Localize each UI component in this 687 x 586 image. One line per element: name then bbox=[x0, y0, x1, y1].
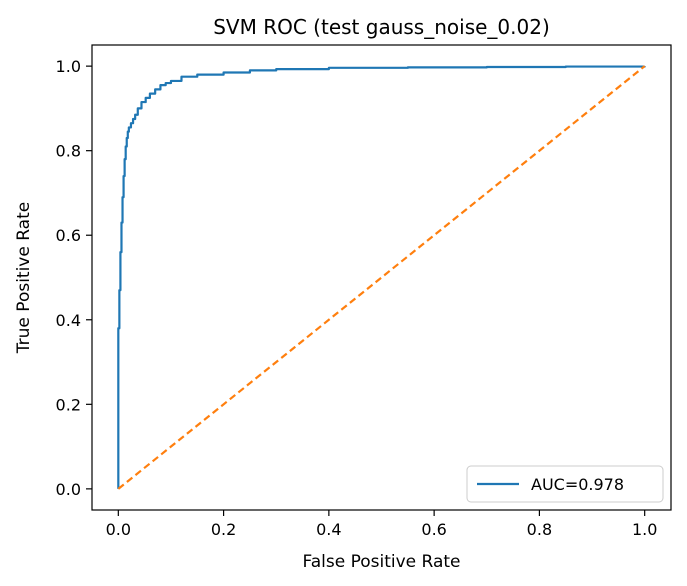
x-axis-label: False Positive Rate bbox=[303, 552, 461, 572]
y-tick-label: 0.2 bbox=[56, 395, 81, 414]
chart-title: SVM ROC (test gauss_noise_0.02) bbox=[213, 15, 550, 39]
y-tick-label: 0.0 bbox=[56, 480, 81, 499]
y-tick-label: 0.6 bbox=[56, 226, 81, 245]
x-axis-ticks: 0.0 0.2 0.4 0.6 0.8 1.0 bbox=[106, 510, 657, 539]
legend-box bbox=[466, 465, 664, 503]
chance-diagonal-line bbox=[117, 65, 646, 490]
roc-curve-line bbox=[117, 65, 646, 489]
x-tick-label: 0.2 bbox=[211, 520, 236, 539]
y-tick-label: 1.0 bbox=[56, 57, 81, 76]
y-tick-label: 0.4 bbox=[56, 311, 81, 330]
legend: AUC=0.978 bbox=[466, 465, 664, 503]
plot-frame bbox=[91, 44, 672, 511]
x-tick-label: 0.4 bbox=[316, 520, 341, 539]
x-tick-label: 0.6 bbox=[421, 520, 446, 539]
y-axis-label: True Positive Rate bbox=[14, 202, 34, 354]
x-tick-label: 0.8 bbox=[527, 520, 552, 539]
legend-label: AUC=0.978 bbox=[531, 475, 624, 494]
y-tick-label: 0.8 bbox=[56, 142, 81, 161]
y-axis-ticks: 0.0 0.2 0.4 0.6 0.8 1.0 bbox=[56, 57, 92, 499]
x-tick-label: 1.0 bbox=[632, 520, 657, 539]
x-tick-label: 0.0 bbox=[106, 520, 131, 539]
series-layer bbox=[117, 65, 646, 490]
